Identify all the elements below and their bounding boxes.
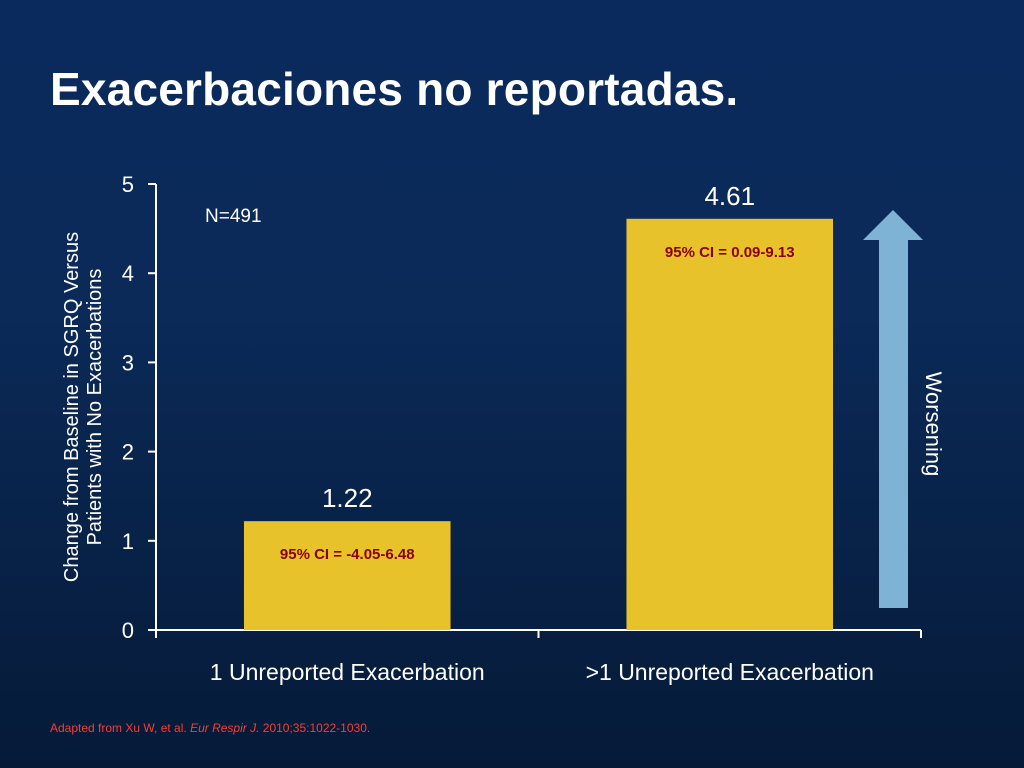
footnote-text: Adapted from Xu W, et al.: [50, 721, 191, 735]
worsening-label: Worsening: [921, 372, 946, 477]
bar: [243, 521, 451, 630]
bar: [626, 218, 834, 630]
footnote-journal: Eur Respir J.: [190, 721, 260, 735]
category-label: >1 Unreported Exacerbation: [586, 659, 874, 685]
y-tick-label: 3: [122, 350, 134, 375]
y-tick-label: 0: [122, 618, 134, 643]
y-tick-label: 1: [122, 529, 134, 554]
bar-value-label: 1.22: [322, 483, 373, 513]
worsening-arrow-icon: [863, 210, 923, 608]
y-tick-label: 4: [122, 261, 134, 286]
category-label: 1 Unreported Exacerbation: [210, 659, 485, 685]
y-tick-label: 2: [122, 440, 134, 465]
source-footnote: Adapted from Xu W, et al. Eur Respir J. …: [50, 721, 370, 735]
y-axis-label-line: Patients with No Exacerbations: [84, 269, 106, 546]
bars: [243, 218, 834, 630]
bar-ci-label: 95% CI = 0.09-9.13: [665, 244, 795, 261]
sample-size-annotation: N=491: [205, 206, 262, 227]
y-tick-labels: 0 1 2 3 4 5: [122, 172, 134, 643]
y-axis-label: Change from Baseline in SGRQ VersusPatie…: [61, 232, 106, 582]
bar-value-label: 4.61: [704, 181, 755, 211]
y-tick-label: 5: [122, 172, 134, 197]
bar-ci-label: 95% CI = -4.05-6.48: [280, 546, 415, 563]
y-axis-label-line: Change from Baseline in SGRQ Versus: [61, 232, 83, 582]
data-labels: 1.22 95% CI = -4.05-6.48 4.61 95% CI = 0.09…: [280, 181, 795, 563]
category-labels: 1 Unreported Exacerbation >1 Unreported E…: [210, 659, 874, 685]
slide-title: Exacerbaciones no reportadas.: [50, 63, 739, 115]
footnote-citation: 2010;35:1022-1030.: [259, 721, 371, 735]
